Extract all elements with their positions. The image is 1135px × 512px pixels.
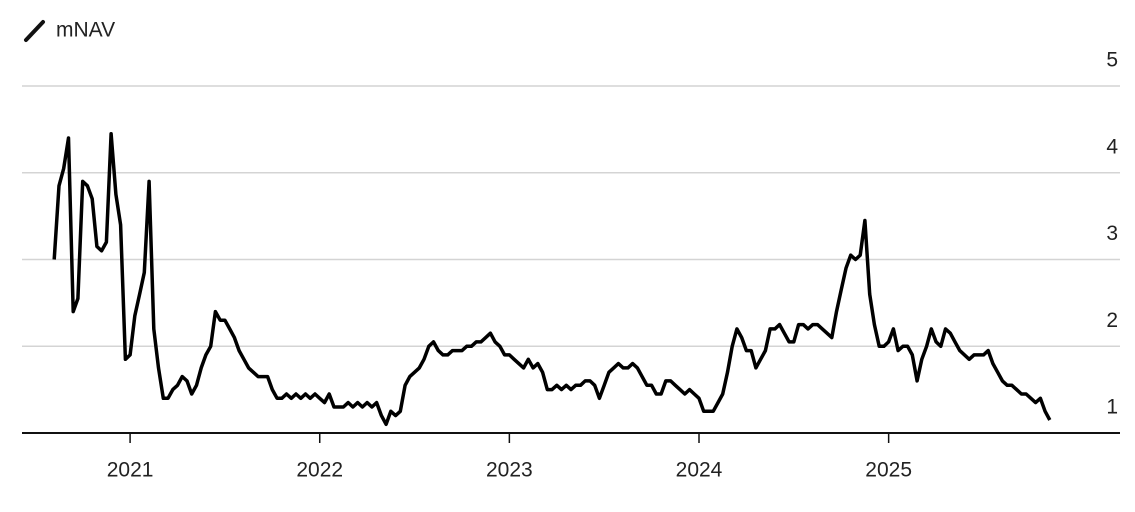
x-tick-label: 2025 <box>865 459 912 482</box>
x-tick-label: 2022 <box>296 459 343 482</box>
legend-swatch <box>24 20 45 42</box>
y-tick-label: 2 <box>1106 309 1118 332</box>
y-tick-label: 1 <box>1106 396 1118 419</box>
data-line <box>52 131 1052 427</box>
y-tick-label: 4 <box>1106 135 1118 158</box>
legend-label: mNAV <box>56 19 115 42</box>
x-tick-label: 2021 <box>107 459 154 482</box>
y-tick-label: 3 <box>1106 222 1118 245</box>
x-tick-label: 2023 <box>486 459 533 482</box>
x-tick-label: 2024 <box>676 459 723 482</box>
y-tick-label: 5 <box>1106 49 1118 72</box>
